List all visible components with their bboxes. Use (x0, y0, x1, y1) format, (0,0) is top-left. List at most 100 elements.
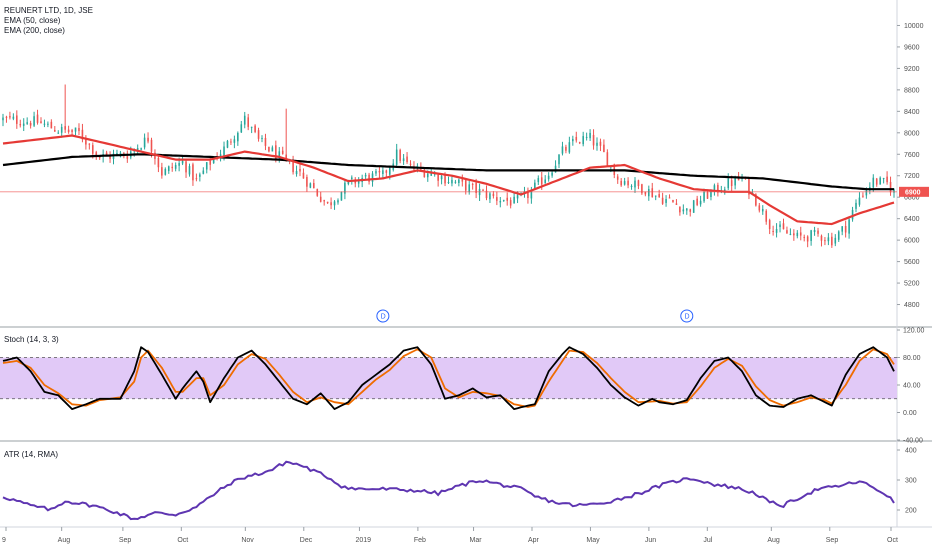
atr-axis-label: 400 (905, 448, 917, 455)
candle-body (313, 183, 315, 189)
candle-body (755, 194, 757, 206)
candle-body (205, 162, 208, 170)
price-axis-label: 8400 (904, 109, 920, 116)
candle-body (195, 178, 198, 180)
candle-body (316, 189, 319, 196)
candle-body (119, 152, 122, 154)
candle-body (841, 226, 843, 232)
candle-body (233, 139, 236, 143)
candle-body (844, 225, 847, 233)
price-axis-label: 9600 (904, 44, 920, 51)
candle-body (74, 127, 77, 132)
stoch-axis-label: 0.00 (903, 410, 917, 417)
candle-body (202, 170, 205, 174)
candle-body (423, 169, 426, 178)
candle-body (440, 176, 443, 180)
candle-body (9, 116, 11, 118)
candle-body (561, 146, 564, 154)
price-axis-label: 6400 (904, 216, 920, 223)
candle-body (665, 199, 667, 203)
atr-legend: ATR (14, RMA) (4, 450, 58, 460)
candle-body (275, 145, 277, 159)
candle-body (799, 232, 802, 236)
time-axis-label: Sep (826, 537, 839, 544)
candle-body (692, 200, 695, 213)
candle-body (330, 202, 332, 206)
candle-body (278, 151, 281, 158)
candle-body (875, 178, 878, 185)
candle-body (775, 228, 778, 233)
candle-body (848, 219, 850, 234)
candle-body (516, 195, 519, 199)
candle-body (575, 136, 578, 141)
candle-body (661, 197, 664, 204)
time-axis-label: Mar (470, 537, 483, 544)
atr-label: ATR (14, RMA) (4, 450, 59, 459)
candle-body (855, 202, 857, 209)
candle-body (772, 231, 774, 233)
candle-body (458, 179, 460, 183)
candle-body (192, 164, 194, 181)
ema50-legend: EMA (50, close) (4, 16, 61, 25)
candle-body (188, 166, 191, 175)
candle-body (261, 137, 263, 139)
candle-body (793, 233, 795, 236)
candle-body (292, 161, 294, 173)
candle-body (585, 136, 588, 138)
candle-body (499, 201, 502, 203)
candle-body (57, 132, 60, 134)
candle-body (865, 190, 868, 196)
stoch-label: Stoch (14, 3, 3) (4, 335, 59, 344)
candle-body (71, 130, 73, 133)
candle-body (402, 158, 405, 161)
candle-body (26, 122, 28, 124)
candle-body (578, 142, 581, 144)
candle-body (589, 132, 591, 139)
candle-body (789, 233, 792, 235)
stoch-band (0, 357, 897, 399)
candle-body (831, 236, 833, 246)
candle-body (364, 174, 367, 177)
candle-body (240, 124, 243, 133)
candle-body (161, 167, 163, 176)
dividend-marker (376, 309, 390, 323)
candle-body (395, 149, 398, 165)
candle-body (644, 191, 647, 195)
candle-body (858, 197, 861, 205)
candle-body (375, 171, 377, 174)
candle-body (371, 173, 374, 182)
candle-body (302, 172, 305, 179)
candle-body (634, 180, 636, 188)
candle-body (219, 154, 222, 158)
time-axis-label: Oct (887, 537, 898, 544)
candle-body (537, 178, 540, 183)
candle-body (630, 185, 633, 187)
candle-body (637, 180, 640, 187)
candle-body (641, 184, 643, 194)
candle-body (568, 142, 571, 153)
candle-body (167, 166, 170, 171)
price-axis-label: 6000 (904, 238, 920, 245)
candle-body (150, 139, 153, 152)
stoch-axis-label: 40.00 (903, 383, 921, 390)
candle-body (257, 130, 260, 139)
candle-body (357, 179, 360, 184)
candle-body (765, 210, 768, 222)
candle-body (506, 197, 509, 201)
candle-body (837, 231, 840, 240)
candle-body (426, 173, 429, 178)
candle-body (33, 116, 35, 126)
time-axis-label: Oct (177, 537, 188, 544)
candle-body (136, 148, 139, 152)
dividend-marker-label: D (684, 314, 689, 321)
candle-body (95, 152, 98, 156)
dividend-marker (680, 309, 694, 323)
stoch-axis-label: 120.00 (903, 328, 925, 335)
price-axis-label: 5600 (904, 259, 920, 266)
ema200-legend: EMA (200, close) (4, 26, 65, 35)
candle-body (47, 123, 49, 125)
candle-body (319, 196, 322, 202)
candle-body (437, 174, 439, 181)
candle-body (558, 154, 560, 165)
